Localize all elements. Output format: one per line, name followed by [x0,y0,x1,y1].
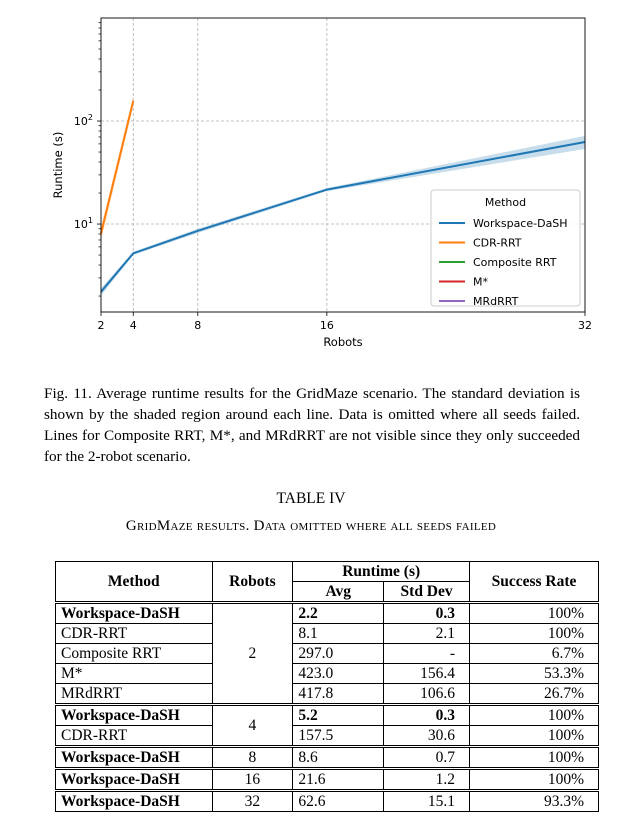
table-row: Workspace-DaSH 32 62.6 15.1 93.3% [55,789,599,812]
runtime-chart: 101 102 2 4 8 16 32 Robots Runtime (s) Method Work… [51,17,592,349]
cell-success: 100% [469,623,599,644]
cell-robots: 2 [211,601,294,705]
cell-robots: 4 [211,703,294,747]
cell-std: 1.2 [383,767,471,791]
cell-std: 0.7 [383,745,471,769]
cell-method: CDR-RRT [55,623,213,644]
series-line [100,100,135,234]
cell-std: 2.1 [383,623,471,644]
cell-avg: 5.2 [292,703,385,726]
x-tick-label: 2 [98,319,105,332]
cell-success: 100% [469,601,599,624]
legend-entry: MRdRRT [473,295,519,308]
series-line [100,141,586,293]
table-row: Workspace-DaSH 4 5.2 0.3 100% [55,703,599,747]
cell-robots: 8 [211,745,294,769]
x-tick-label: 32 [578,319,592,332]
legend-entry: M* [473,276,488,289]
cell-avg: 62.6 [292,789,385,812]
cell-method: Workspace-DaSH [55,745,213,769]
legend-entry: CDR-RRT [473,237,522,250]
header-std: Std Dev [383,581,471,604]
cell-robots: 32 [211,789,294,812]
table-row: Workspace-DaSH 8 8.6 0.7 100% [55,745,599,769]
y-tick-label: 102 [74,113,93,128]
cell-avg: 2.2 [292,601,385,624]
header-avg: Avg [292,581,385,604]
cell-std: 0.3 [383,601,471,624]
header-method: Method [55,561,213,603]
legend-entry: Workspace-DaSH [473,217,568,230]
cell-avg: 417.8 [292,683,385,705]
x-tick-label: 4 [130,319,137,332]
cell-success: 100% [469,767,599,791]
table-row: Composite RRT 297.0-6.7% [55,643,599,664]
y-axis-label: Runtime (s) [51,132,65,199]
cell-std: - [383,643,471,664]
cell-method: Workspace-DaSH [55,767,213,791]
cell-success: 100% [469,703,599,726]
cell-avg: 423.0 [292,663,385,684]
x-axis-label: Robots [323,335,362,349]
table-body: Workspace-DaSH 2 2.2 0.3 100% CDR-RRT 8.1 2.1 10… [55,601,599,812]
cell-success: 6.7% [469,643,599,664]
cell-avg: 8.6 [292,745,385,769]
cell-std: 15.1 [383,789,471,812]
header-robots: Robots [211,561,294,603]
table-row: CDR-RRT 8.1 2.1 100% [55,623,599,644]
y-tick-label: 101 [74,216,93,231]
cell-std: 30.6 [383,725,471,747]
cell-method: Composite RRT [55,643,213,664]
cell-std: 0.3 [383,703,471,726]
table-title: TABLE IV [276,490,346,507]
cell-method: M* [55,663,213,684]
x-tick-label: 8 [194,319,201,332]
header-success: Success Rate [469,561,599,603]
results-table: Method Robots Runtime (s) Success Rate A… [55,561,599,812]
cell-avg: 157.5 [292,725,385,747]
legend-box [430,189,581,307]
table-row: Workspace-DaSH 2 2.2 0.3 100% [55,601,599,705]
legend-entry: Composite RRT [473,256,557,269]
cell-robots: 16 [211,767,294,791]
cell-std: 106.6 [383,683,471,705]
cell-method: Workspace-DaSH [55,703,213,726]
cell-success: 26.7% [469,683,599,705]
cell-success: 53.3% [469,663,599,684]
table-row: CDR-RRT 157.5 30.6 100% [55,725,599,747]
cell-avg: 8.1 [292,623,385,644]
figure-caption: Fig. 11. Average runtime results for the… [44,385,580,465]
cell-method: Workspace-DaSH [55,601,213,624]
cell-method: Workspace-DaSH [55,789,213,812]
x-tick-label: 16 [320,319,334,332]
table-row: MRdRRT 417.8 106.6 26.7% [55,683,599,705]
table-subtitle: GridMaze results. Data omitted where all… [125,518,497,534]
legend-title: Method [485,196,526,209]
cell-success: 100% [469,725,599,747]
cell-avg: 297.0 [292,643,385,664]
runtime-figure: 101 102 2 4 8 16 32 Robots Runtime (s) Method Work… [0,0,622,360]
header-runtime: Runtime (s) [292,561,471,582]
cell-success: 100% [469,745,599,769]
table-row: Workspace-DaSH 16 21.6 1.2 100% [55,767,599,791]
table-row: M* 423.0 156.4 53.3% [55,663,599,684]
cell-method: CDR-RRT [55,725,213,747]
cell-avg: 21.6 [292,767,385,791]
cell-std: 156.4 [383,663,471,684]
cell-method: MRdRRT [55,683,213,705]
cell-success: 93.3% [469,789,599,812]
axes-frame [100,17,586,313]
